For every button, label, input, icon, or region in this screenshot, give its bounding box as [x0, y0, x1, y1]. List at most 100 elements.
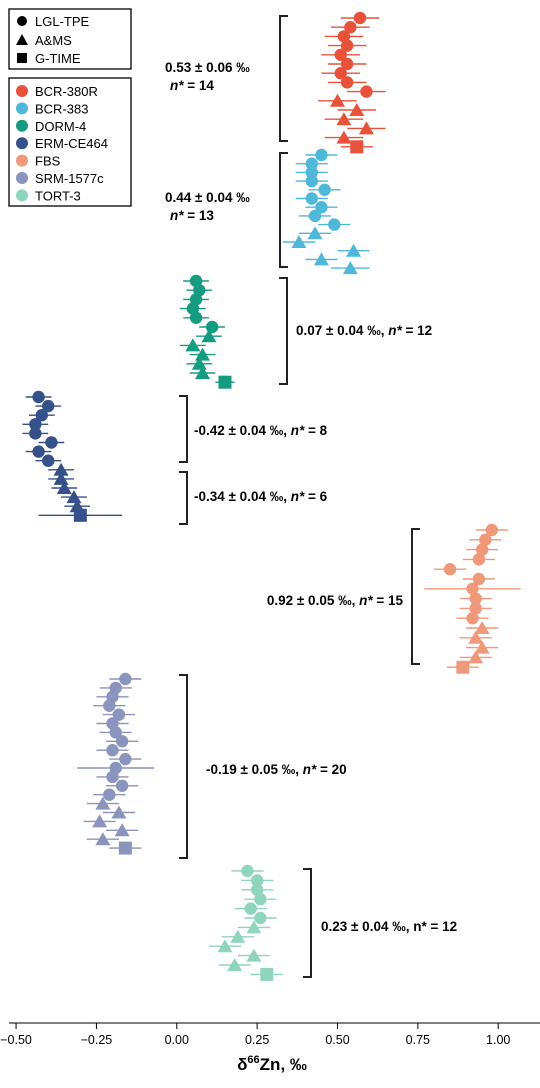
- data-point-circle: [334, 48, 347, 61]
- data-point-triangle: [330, 93, 345, 107]
- data-point-triangle: [474, 621, 490, 634]
- circle-marker-icon: [17, 16, 27, 26]
- bracket-line: [279, 15, 288, 142]
- bracket-1: 0.53 ± 0.06 ‰ n* = 14: [165, 15, 288, 142]
- data-point-circle: [32, 390, 45, 404]
- data-point-triangle: [201, 329, 217, 343]
- series-tort-3: [208, 864, 283, 981]
- legend-swatch: [16, 137, 28, 150]
- data-point-circle: [250, 874, 264, 887]
- data-point-triangle: [111, 805, 127, 819]
- data-point-circle: [106, 770, 119, 784]
- data-point-circle: [42, 454, 55, 467]
- legend-sample-label: ERM-CE464: [35, 136, 108, 151]
- annotation-label: -0.34 ± 0.04 ‰, n* = 6: [194, 489, 328, 504]
- bracket-line: [179, 471, 188, 525]
- data-point-triangle: [95, 832, 111, 846]
- data-point-circle: [112, 708, 126, 721]
- data-point-circle: [475, 543, 489, 556]
- data-point-square: [118, 841, 132, 855]
- annotation-mean: 0.44 ± 0.04 ‰: [165, 190, 250, 205]
- data-point-square: [73, 508, 87, 522]
- data-point-circle: [466, 582, 479, 595]
- bracket-5: -0.34 ± 0.04 ‰, n* = 6: [179, 471, 328, 525]
- data-point-triangle: [346, 243, 362, 257]
- data-point-square: [218, 375, 232, 389]
- data-point-triangle: [358, 121, 374, 135]
- legend-method-lgl: LGL-TPE: [35, 14, 90, 29]
- data-point-triangle: [66, 490, 82, 504]
- legend-sample-label: DORM-4: [35, 119, 86, 134]
- bracket-line: [303, 868, 312, 978]
- x-axis-title-sup: 66: [247, 1054, 259, 1066]
- x-tick-label: 0.50: [325, 1033, 349, 1047]
- data-point-circle: [35, 409, 48, 422]
- data-point-circle: [472, 572, 486, 586]
- series-bcr-383: [282, 148, 370, 275]
- data-point-circle: [353, 11, 367, 25]
- x-tick-label: 1.00: [486, 1033, 510, 1047]
- data-point-circle: [466, 612, 479, 625]
- series-fbs: [424, 523, 521, 674]
- data-point-triangle: [114, 823, 130, 837]
- data-point-circle: [315, 148, 328, 162]
- data-point-circle: [45, 436, 58, 449]
- data-point-circle: [189, 311, 203, 324]
- data-point-triangle: [230, 929, 246, 943]
- data-point-triangle: [342, 261, 358, 275]
- legend-sample-label: BCR-383: [35, 101, 88, 116]
- data-point-triangle: [291, 235, 307, 248]
- legend-swatch: [16, 172, 28, 184]
- sample-legend: BCR-380R BCR-383 DORM-4 ERM-CE464 FBS SRM-157…: [8, 77, 132, 207]
- x-tick-label: −0.25: [81, 1033, 113, 1047]
- data-point-circle: [360, 85, 373, 98]
- bracket-line: [179, 395, 188, 463]
- data-point-circle: [328, 218, 341, 231]
- data-point-triangle: [336, 112, 352, 126]
- data-point-triangle: [185, 338, 201, 352]
- data-point-triangle: [336, 130, 352, 144]
- data-point-triangle: [217, 939, 233, 953]
- annotation-label: 0.07 ± 0.04 ‰, n* = 12: [296, 323, 432, 338]
- x-axis-title: δ66Zn, ‰: [237, 1054, 307, 1074]
- data-point-circle: [254, 893, 267, 906]
- method-legend: LGL-TPE A&MS G-TIME: [8, 8, 132, 70]
- data-point-square: [350, 140, 364, 154]
- series-dorm-4: [180, 274, 235, 389]
- data-point-circle: [340, 57, 354, 71]
- data-point-triangle: [56, 481, 72, 494]
- bracket-2: 0.44 ± 0.04 ‰ n* = 13: [165, 152, 288, 268]
- data-point-triangle: [468, 630, 484, 644]
- series-srm-1577c: [77, 672, 155, 855]
- x-tick-label: 0.00: [165, 1033, 189, 1047]
- annotation-label: -0.19 ± 0.05 ‰, n* = 20: [206, 762, 347, 777]
- data-point-triangle: [95, 796, 111, 810]
- data-point-circle: [29, 418, 42, 431]
- triangle-marker-icon: [16, 34, 28, 45]
- data-point-circle: [103, 699, 116, 712]
- bracket-3: 0.07 ± 0.04 ‰, n* = 12: [279, 277, 432, 385]
- annotation-mean: 0.53 ± 0.06 ‰: [165, 60, 250, 75]
- data-point-circle: [315, 201, 328, 214]
- legend-swatch: [16, 85, 28, 97]
- x-tick-label: −0.50: [0, 1033, 32, 1047]
- data-point-triangle: [53, 462, 69, 476]
- data-point-circle: [340, 39, 354, 52]
- data-point-square: [456, 660, 470, 674]
- data-point-circle: [103, 788, 116, 801]
- bracket-line: [411, 528, 420, 665]
- legend-sample-label: TORT-3: [35, 188, 81, 203]
- data-point-circle: [344, 21, 357, 34]
- legend-swatch: [16, 119, 28, 132]
- data-point-circle: [469, 592, 482, 605]
- legend-swatch: [16, 189, 28, 202]
- data-point-circle: [305, 174, 318, 188]
- legend-sample-label: BCR-380R: [35, 84, 98, 99]
- data-point-triangle: [349, 103, 365, 116]
- legend-method-gtime: G-TIME: [35, 51, 81, 66]
- data-point-triangle: [246, 920, 262, 934]
- data-point-circle: [308, 209, 322, 223]
- annotation-n: n* = 14: [170, 78, 214, 93]
- data-point-circle: [241, 864, 254, 878]
